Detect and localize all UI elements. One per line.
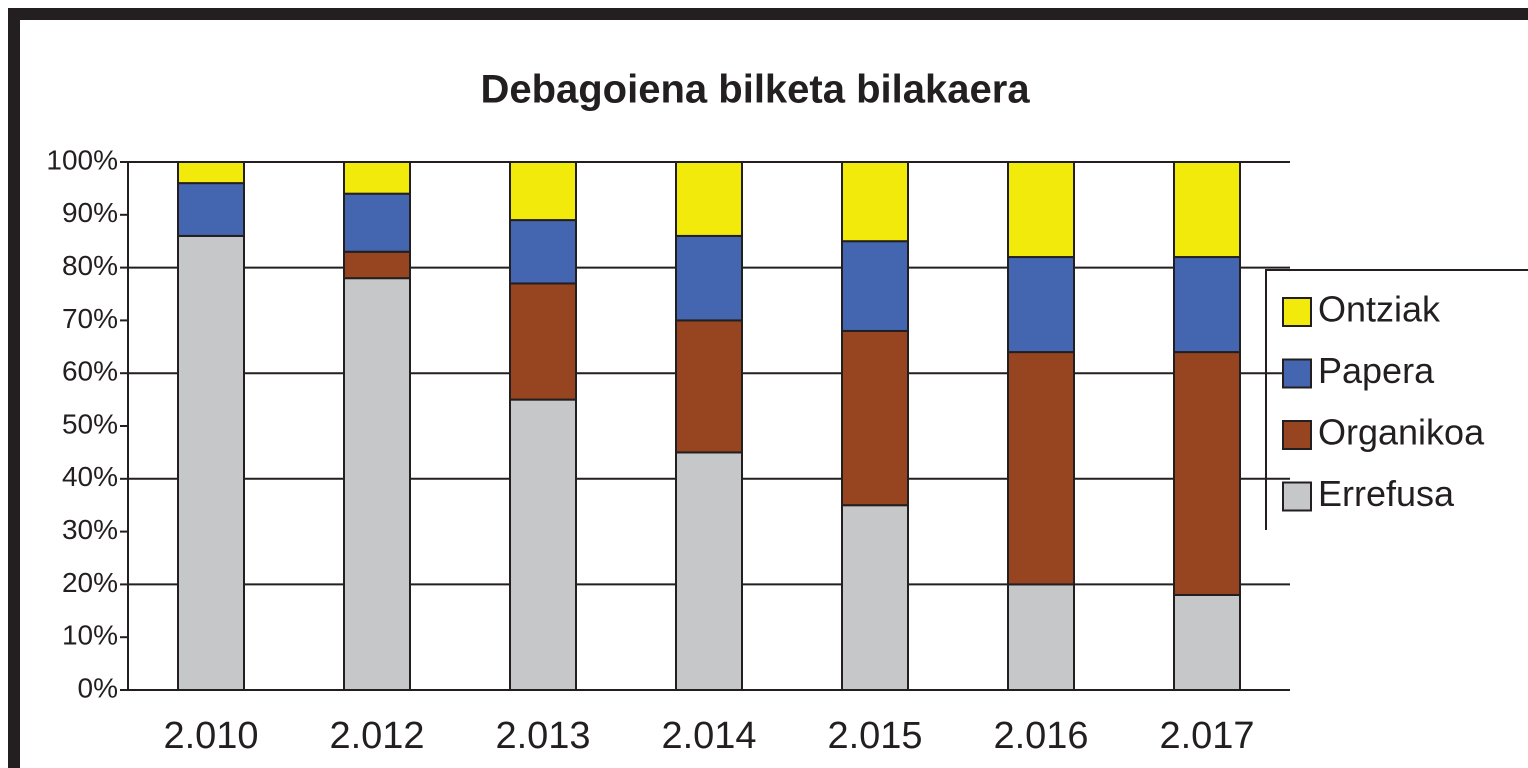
bar-segment — [1173, 161, 1241, 259]
y-tick-label: 50% — [62, 408, 118, 439]
frame-left — [8, 8, 20, 768]
bar-segment — [509, 282, 577, 401]
bar-segment — [675, 451, 743, 691]
y-tick-label: 80% — [62, 250, 118, 281]
y-tick-label: 100% — [46, 144, 118, 175]
bar-segment — [1007, 161, 1075, 259]
bar-segment — [343, 192, 411, 253]
bar-segment — [343, 250, 411, 280]
bar-segment — [509, 161, 577, 222]
y-tick-label: 0% — [78, 672, 118, 703]
bar-segment — [1173, 256, 1241, 354]
bar-segment — [1007, 256, 1075, 354]
bar-segment — [177, 182, 245, 237]
bar-segment — [841, 161, 909, 243]
legend-frame — [1265, 269, 1528, 530]
y-tick-label: 40% — [62, 461, 118, 492]
y-tick-label: 30% — [62, 514, 118, 545]
y-tick-label: 10% — [62, 620, 118, 651]
bar-segment — [675, 234, 743, 322]
legend-swatch — [1282, 481, 1312, 512]
legend-label: Errefusa — [1318, 473, 1455, 514]
bar-segment — [177, 161, 245, 185]
legend-swatch — [1282, 358, 1312, 389]
y-tick-label: 20% — [62, 567, 118, 598]
bar-segment — [343, 161, 411, 195]
y-tick-label: 90% — [62, 197, 118, 228]
x-tick-label: 2.014 — [661, 715, 756, 757]
y-tick-label: 70% — [62, 303, 118, 334]
bar-segment — [1173, 593, 1241, 692]
x-tick-label: 2.015 — [827, 715, 922, 757]
bar-segment — [841, 329, 909, 507]
legend-label: Ontziak — [1318, 289, 1441, 330]
y-tick-label: 60% — [62, 356, 118, 387]
bar-segment — [675, 161, 743, 237]
bar-segment — [509, 398, 577, 691]
bar-segment — [1007, 351, 1075, 586]
x-tick-label: 2.016 — [993, 715, 1088, 757]
bar-segment — [1007, 583, 1075, 692]
bar-segment — [1173, 351, 1241, 596]
frame-top — [8, 8, 1528, 20]
x-tick-label: 2.010 — [163, 715, 258, 757]
x-tick-label: 2.013 — [495, 715, 590, 757]
bar-segment — [509, 219, 577, 285]
bar-segment — [177, 234, 245, 691]
chart-title: Debagoiena bilketa bilakaera — [480, 68, 1030, 112]
legend-label: Papera — [1318, 350, 1435, 391]
x-tick-label: 2.017 — [1159, 715, 1254, 757]
bar-segment — [841, 240, 909, 332]
x-tick-label: 2.012 — [329, 715, 424, 757]
legend-swatch — [1282, 420, 1312, 450]
bar-segment — [343, 277, 411, 691]
legend-swatch — [1282, 297, 1312, 327]
bar-segment — [675, 319, 743, 454]
legend-label: Organikoa — [1318, 412, 1485, 453]
bar-segment — [841, 504, 909, 692]
